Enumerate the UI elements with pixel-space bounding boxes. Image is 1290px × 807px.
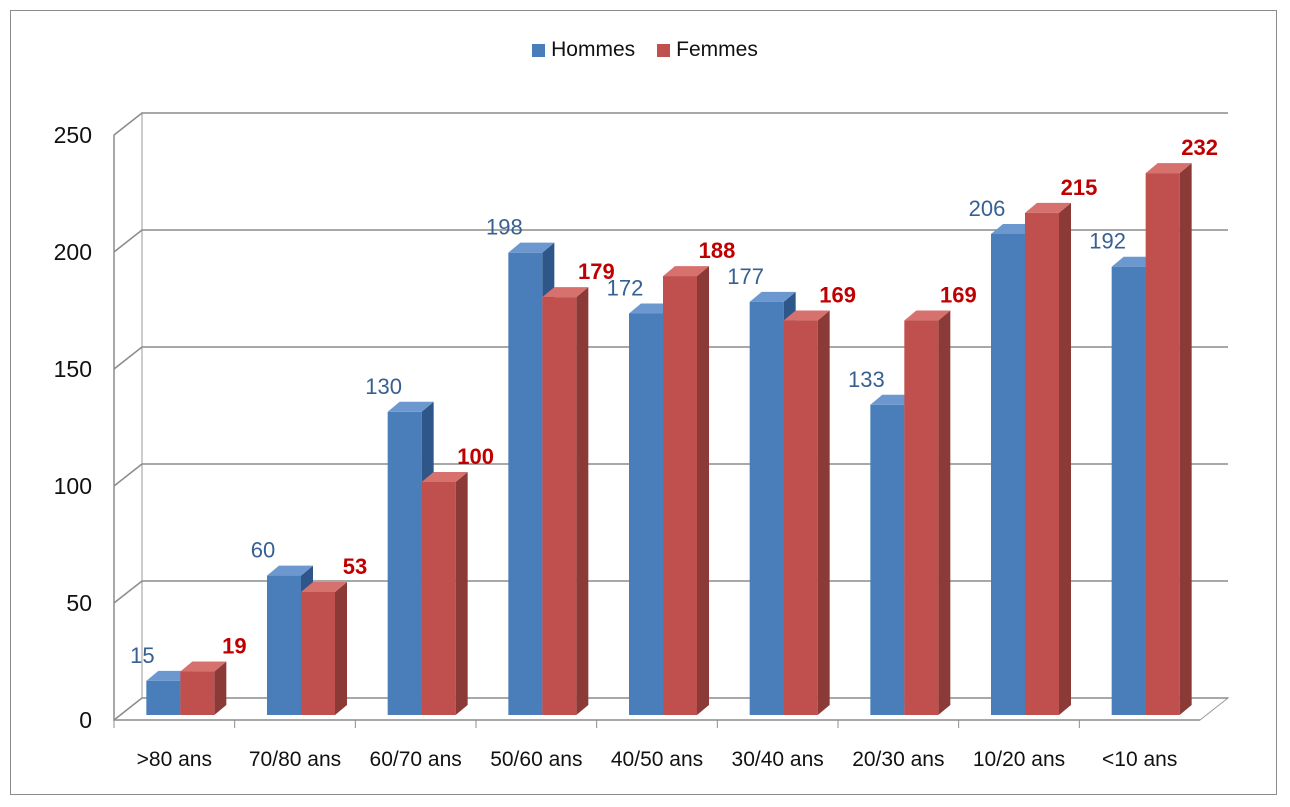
bar-hommes xyxy=(146,680,181,715)
legend-entry-hommes: Hommes xyxy=(532,38,635,62)
x-tick-label: 50/60 ans xyxy=(490,748,582,771)
bar-top-hommes xyxy=(508,242,555,253)
y-tick-label: 200 xyxy=(54,239,92,265)
data-label-femmes: 179 xyxy=(578,259,615,284)
bar-hommes xyxy=(508,252,543,715)
y-tick-label: 100 xyxy=(54,473,92,499)
data-label-hommes: 60 xyxy=(251,538,275,563)
data-label-femmes: 215 xyxy=(1061,175,1098,200)
bar-femmes xyxy=(1145,173,1180,715)
legend-swatch-femmes xyxy=(657,43,671,57)
bar-hommes xyxy=(629,313,663,715)
data-label-femmes: 232 xyxy=(1181,135,1218,160)
bar-femmes xyxy=(180,671,215,715)
bar-hommes xyxy=(267,575,301,715)
bar-side-femmes xyxy=(576,287,589,715)
bar-side-femmes xyxy=(1179,163,1192,715)
x-tick-label: <10 ans xyxy=(1102,748,1177,771)
bar-hommes xyxy=(991,233,1025,715)
data-label-femmes: 19 xyxy=(222,634,246,659)
data-label-hommes: 192 xyxy=(1089,229,1126,254)
bar-top-femmes xyxy=(1145,163,1192,174)
legend-label-hommes: Hommes xyxy=(551,38,636,61)
bar-top-femmes xyxy=(180,661,227,672)
gridline-250 xyxy=(113,112,1228,136)
gridline-150 xyxy=(113,346,1228,370)
bar-femmes xyxy=(421,482,456,715)
legend-label-femmes: Femmes xyxy=(676,38,758,61)
y-tick-label: 250 xyxy=(54,122,92,148)
x-tick-label: 20/30 ans xyxy=(852,748,944,771)
bar-top-femmes xyxy=(904,310,951,321)
legend-swatch-hommes xyxy=(532,43,546,57)
bar-top-femmes xyxy=(783,310,830,321)
data-label-hommes: 172 xyxy=(607,276,644,301)
data-label-femmes: 53 xyxy=(343,554,367,579)
data-label-hommes: 15 xyxy=(130,643,154,668)
bar-hommes xyxy=(749,301,784,715)
x-tick-label: 30/40 ans xyxy=(732,748,824,771)
bar-side-femmes xyxy=(938,310,951,715)
data-label-femmes: 169 xyxy=(819,283,856,308)
data-label-hommes: 206 xyxy=(969,196,1006,221)
data-label-hommes: 133 xyxy=(848,367,885,392)
gridline-200 xyxy=(113,229,1228,253)
bar-side-femmes xyxy=(697,266,709,715)
legend: Hommes Femmes xyxy=(0,38,1290,62)
bar-femmes xyxy=(783,320,818,715)
bar-hommes xyxy=(1111,266,1146,715)
x-tick-label: 10/20 ans xyxy=(973,748,1065,771)
bar-top-hommes xyxy=(267,565,313,576)
data-label-femmes: 100 xyxy=(457,444,494,469)
bar-top-hommes xyxy=(749,291,796,302)
gridline-50 xyxy=(113,580,1228,604)
data-label-femmes: 188 xyxy=(699,238,736,263)
x-tick-label: 60/70 ans xyxy=(370,748,462,771)
x-tick-label: 70/80 ans xyxy=(249,748,341,771)
data-label-femmes: 169 xyxy=(940,283,977,308)
legend-entry-femmes: Femmes xyxy=(657,38,758,62)
bar-femmes xyxy=(663,276,697,715)
bar-top-femmes xyxy=(421,472,468,482)
bar-side-femmes xyxy=(1059,202,1071,715)
bar-femmes xyxy=(301,591,335,715)
bar-femmes xyxy=(904,320,939,715)
gridline-0 xyxy=(113,697,1228,721)
bar-side-femmes xyxy=(335,581,347,715)
bar-top-femmes xyxy=(1025,202,1071,213)
bar-side-femmes xyxy=(817,310,830,715)
bar-top-femmes xyxy=(542,287,589,298)
data-label-hommes: 130 xyxy=(365,374,402,399)
data-label-hommes: 177 xyxy=(727,264,764,289)
bar-hommes xyxy=(870,404,905,715)
bar-top-hommes xyxy=(387,401,434,412)
bar-hommes xyxy=(387,411,422,715)
x-tick-label: >80 ans xyxy=(137,748,212,771)
data-label-hommes: 198 xyxy=(486,215,523,240)
side-wall xyxy=(113,111,143,722)
y-tick-label: 50 xyxy=(66,590,92,616)
bar-femmes xyxy=(542,297,577,715)
x-tick-label: 40/50 ans xyxy=(611,748,703,771)
bar-side-femmes xyxy=(214,661,227,715)
y-tick-label: 150 xyxy=(54,356,92,382)
bar-femmes xyxy=(1025,212,1059,715)
bar-top-femmes xyxy=(301,581,347,592)
bar-top-femmes xyxy=(663,266,709,277)
gridline-100 xyxy=(113,463,1228,487)
y-tick-label: 0 xyxy=(79,707,92,733)
bar-side-femmes xyxy=(455,472,468,715)
